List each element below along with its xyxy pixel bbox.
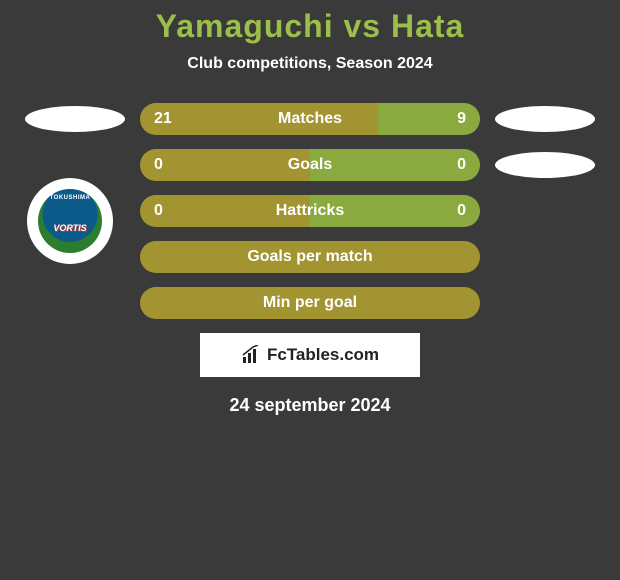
stat-left-segment: 21: [140, 103, 378, 135]
page-title: Yamaguchi vs Hata: [0, 8, 620, 45]
stat-row-goals: 0 0 Goals: [0, 149, 620, 181]
stat-bar-full: Goals per match: [140, 241, 480, 273]
stat-row-matches: 21 9 Matches: [0, 103, 620, 135]
stat-bar: 0 0 Hattricks: [140, 195, 480, 227]
player-badge-right: [480, 106, 570, 132]
chart-icon: [241, 345, 261, 365]
stat-right-segment: 9: [378, 103, 480, 135]
team-logo-left: TOKUSHIMA VORTIS: [27, 178, 113, 264]
stat-bar: 21 9 Matches: [140, 103, 480, 135]
ellipse-icon: [25, 106, 125, 132]
stat-right-segment: 0: [310, 149, 480, 181]
player-badge-right: [480, 152, 570, 178]
logo-text-main: VORTIS: [53, 223, 86, 233]
stat-left-segment: 0: [140, 149, 310, 181]
player-badge-left: [50, 106, 140, 132]
stat-row-mpg: Min per goal: [0, 287, 620, 319]
subtitle: Club competitions, Season 2024: [0, 55, 620, 73]
stat-right-segment: 0: [310, 195, 480, 227]
stat-bar: 0 0 Goals: [140, 149, 480, 181]
attribution-box: FcTables.com: [200, 333, 420, 377]
stat-bar-full: Min per goal: [140, 287, 480, 319]
stat-left-segment: 0: [140, 195, 310, 227]
logo-text-top: TOKUSHIMA: [50, 195, 91, 201]
team-logo-graphic: TOKUSHIMA VORTIS: [38, 189, 102, 253]
ellipse-icon: [495, 152, 595, 178]
comparison-card: Yamaguchi vs Hata Club competitions, Sea…: [0, 0, 620, 416]
attribution-text: FcTables.com: [267, 345, 379, 365]
ellipse-icon: [495, 106, 595, 132]
footer-date: 24 september 2024: [0, 395, 620, 416]
